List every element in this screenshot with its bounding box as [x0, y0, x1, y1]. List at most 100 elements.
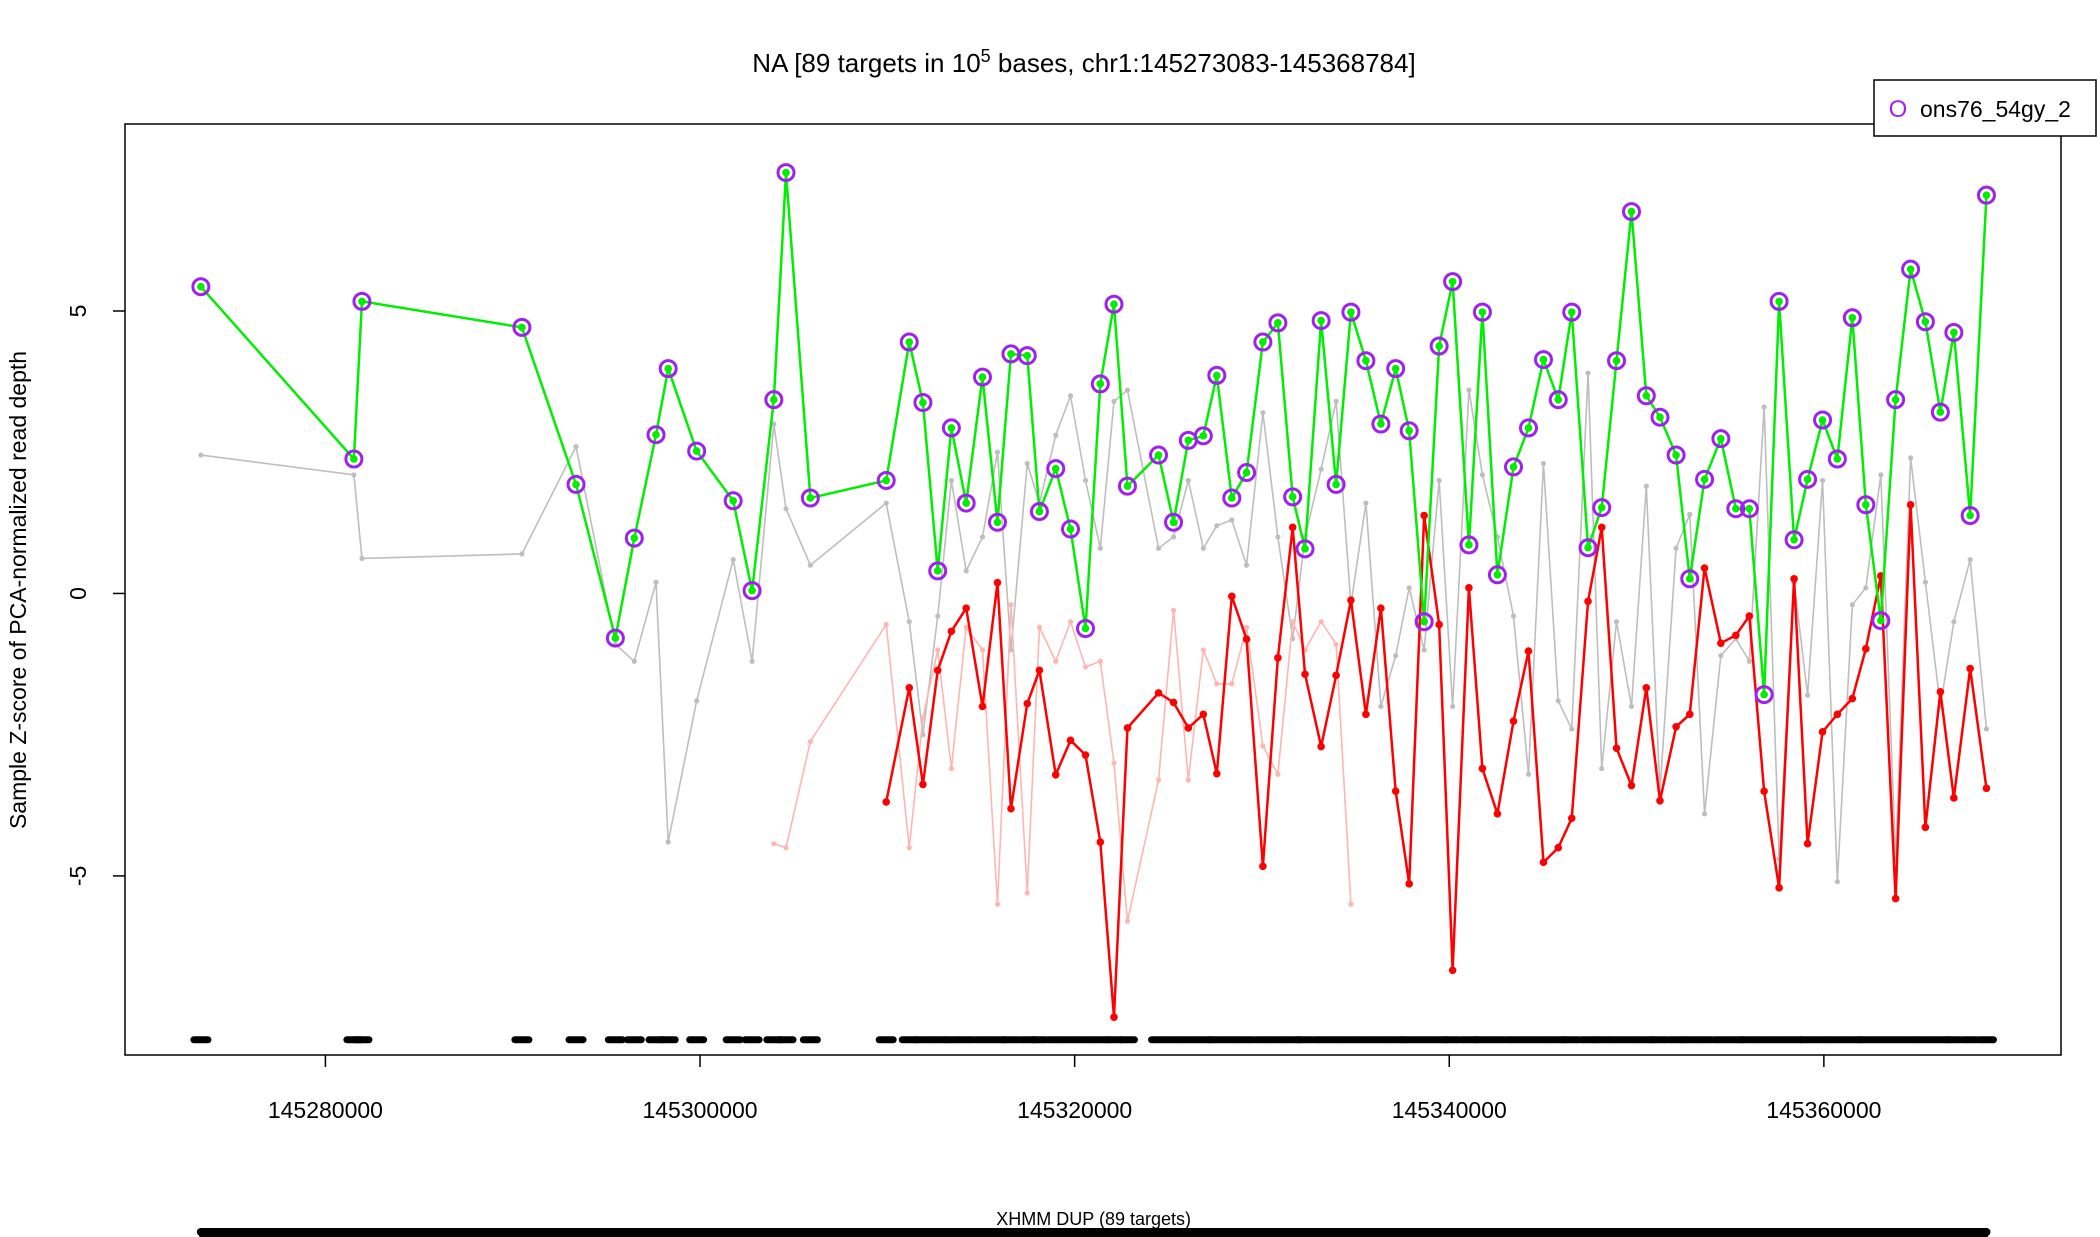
highlight-circle: [1399, 421, 1419, 441]
data-point: [1213, 371, 1221, 380]
x-tick-label: 145300000: [642, 1097, 757, 1123]
data-point: [1393, 652, 1399, 659]
data-point: [1555, 698, 1561, 704]
data-point: [994, 901, 1001, 907]
highlight-circle: [624, 528, 644, 548]
data-point: [1524, 424, 1533, 432]
data-point: [882, 798, 891, 806]
highlight-circle: [1915, 312, 1935, 332]
highlight-circle: [928, 561, 948, 581]
highlight-circle: [1472, 302, 1492, 322]
highlight-circle: [1443, 272, 1463, 292]
data-point: [1700, 564, 1709, 572]
data-point: [1067, 619, 1074, 625]
data-point: [1288, 493, 1297, 501]
data-point: [1687, 511, 1693, 517]
data-point: [1966, 511, 1974, 520]
highlight-circle: [1046, 459, 1066, 479]
data-point: [1493, 809, 1502, 818]
highlight-circle: [1813, 410, 1833, 430]
data-point: [1701, 811, 1708, 817]
highlight-circle: [1371, 414, 1391, 434]
data-point: [630, 534, 639, 542]
x-tick-label: 145280000: [268, 1097, 383, 1123]
data-point: [1155, 777, 1162, 783]
data-point: [1290, 619, 1296, 625]
data-point: [1066, 525, 1075, 533]
data-point: [906, 619, 912, 625]
y-tick-label: 5: [65, 305, 91, 318]
data-point: [883, 500, 889, 506]
data-point: [1642, 683, 1651, 692]
data-point: [1097, 545, 1103, 551]
highlight-circle: [1711, 429, 1731, 449]
data-point: [933, 567, 942, 575]
highlight-circle: [1104, 294, 1124, 314]
data-point: [1243, 624, 1250, 630]
data-point: [1936, 408, 1945, 416]
data-point: [1036, 624, 1043, 630]
data-point: [1612, 356, 1621, 365]
data-point: [1227, 494, 1236, 502]
highlight-circle: [1871, 611, 1891, 631]
highlight-circle: [1149, 445, 1169, 465]
data-point: [1982, 784, 1991, 793]
data-point: [1347, 308, 1355, 316]
data-point: [1024, 890, 1030, 896]
plot-frame: [124, 123, 2062, 1056]
data-point: [963, 624, 969, 630]
data-point: [1420, 511, 1428, 520]
data-point: [1199, 710, 1208, 719]
data-point: [978, 702, 987, 711]
highlight-circle: [776, 163, 796, 183]
data-point: [694, 698, 700, 704]
data-point: [1214, 523, 1220, 529]
data-point: [993, 518, 1002, 527]
highlight-circle: [1237, 463, 1257, 483]
data-point: [1539, 858, 1548, 867]
data-point: [1111, 760, 1117, 766]
data-point: [1023, 699, 1032, 708]
data-point: [1318, 619, 1324, 625]
data-point: [1243, 562, 1250, 568]
highlight-circle: [1283, 487, 1303, 507]
data-point: [1732, 631, 1740, 640]
data-point: [1863, 585, 1869, 591]
data-point: [1599, 765, 1605, 772]
data-point: [1347, 596, 1355, 605]
data-point: [783, 506, 789, 512]
y-axis-label: Sample Z-score of PCA-normalized read de…: [5, 351, 31, 829]
data-point: [1169, 518, 1178, 527]
data-point: [1405, 880, 1413, 888]
data-point: [1259, 862, 1267, 871]
highlight-circle: [1459, 535, 1479, 555]
data-point: [1406, 585, 1412, 591]
data-point: [1199, 432, 1208, 440]
data-point: [1878, 472, 1884, 478]
highlight-circle: [1504, 457, 1524, 477]
highlight-circle: [344, 449, 364, 469]
data-point: [1123, 482, 1132, 490]
data-point: [1921, 317, 1930, 326]
highlight-circle: [1827, 449, 1847, 469]
data-point: [1745, 504, 1754, 513]
data-point: [1097, 658, 1103, 664]
data-point: [1110, 1013, 1118, 1021]
data-point: [905, 338, 914, 346]
data-point: [1848, 313, 1857, 322]
data-point: [631, 658, 637, 664]
highlight-circle: [1886, 390, 1906, 410]
data-point: [198, 452, 204, 458]
data-point: [692, 447, 701, 455]
data-point: [1950, 794, 1958, 802]
data-point: [1509, 717, 1518, 725]
data-point: [1111, 398, 1117, 404]
data-point: [1466, 387, 1472, 393]
data-point: [1275, 534, 1281, 540]
data-point: [1007, 804, 1015, 813]
data-point: [979, 534, 986, 540]
data-point: [1024, 460, 1030, 467]
data-point: [920, 715, 926, 721]
data-point: [1718, 652, 1724, 659]
